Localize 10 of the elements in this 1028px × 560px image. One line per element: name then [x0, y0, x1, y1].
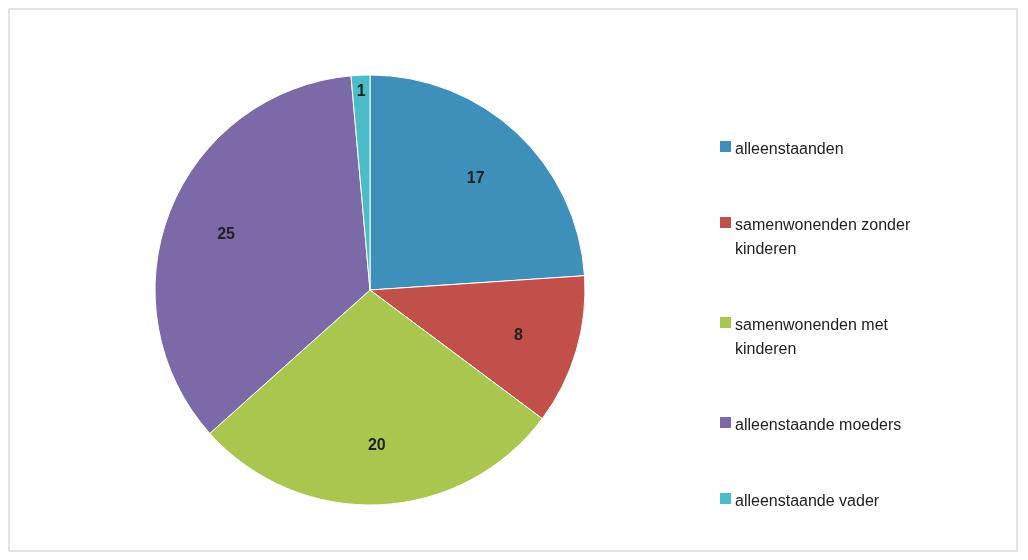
- data-label: 1: [356, 81, 366, 99]
- data-label: 17: [466, 168, 485, 186]
- data-label: 20: [367, 436, 386, 454]
- legend-label: alleenstaande vader: [735, 491, 880, 509]
- legend-label: alleenstaande moeders: [735, 415, 902, 433]
- legend-label: alleenstaanden: [735, 139, 844, 157]
- legend-label: samenwonenden zonder kinderen: [735, 215, 911, 257]
- legend-label: samenwonenden met kinderen: [735, 315, 889, 357]
- data-label: 25: [217, 224, 236, 242]
- data-label: 8: [513, 325, 523, 343]
